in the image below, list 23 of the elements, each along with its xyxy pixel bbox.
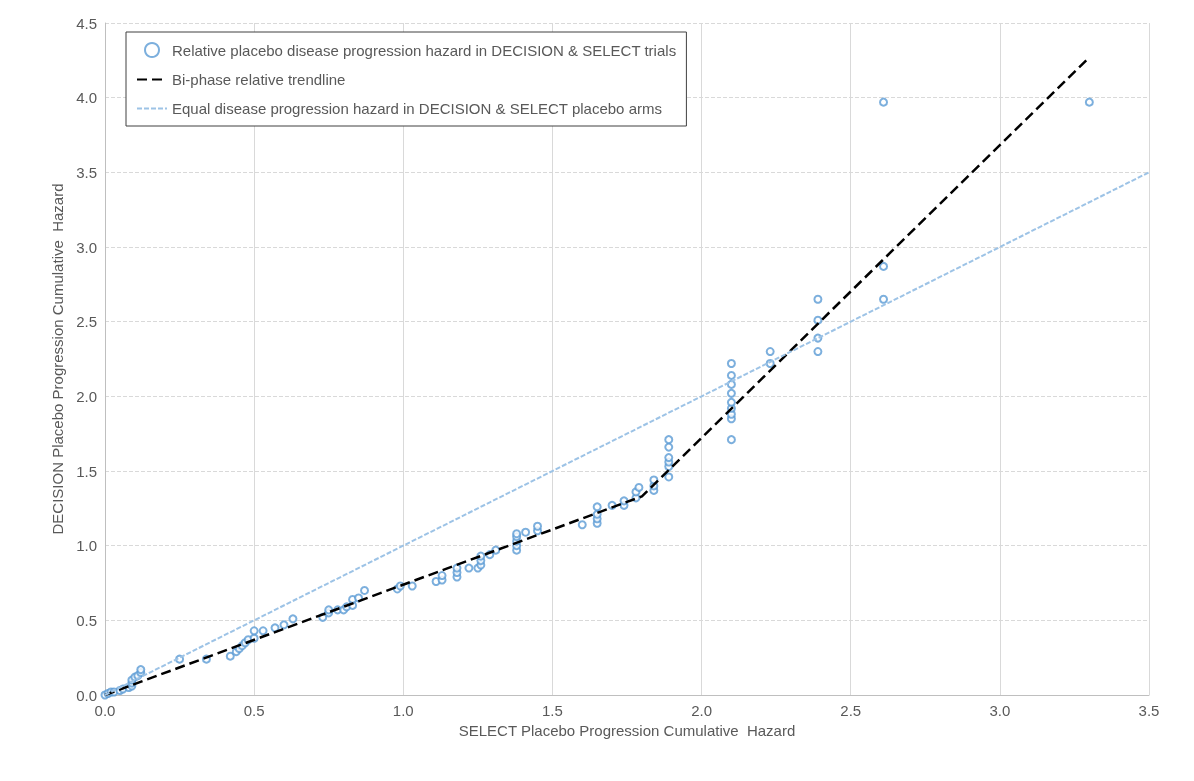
y-tick-label: 2.5 xyxy=(76,313,97,331)
y-tick-label: 2.0 xyxy=(76,387,97,405)
y-tick-label: 3.0 xyxy=(76,238,97,256)
y-tick-label: 0.0 xyxy=(76,686,97,704)
legend-label: Bi-phase relative trendline xyxy=(172,71,346,88)
x-tick-label: 3.0 xyxy=(989,702,1011,719)
x-tick-label: 0.5 xyxy=(243,702,265,719)
y-tick-label: 4.0 xyxy=(76,89,97,107)
legend-label: Equal disease progression hazard in DECISION & SELECT placebo arms xyxy=(172,100,662,117)
y-tick-label: 1.0 xyxy=(76,537,97,555)
x-axis-title: SELECT Placebo Progression Cumulative Hazard xyxy=(458,722,796,739)
y-tick-label: 0.5 xyxy=(76,611,97,629)
x-tick-label: 1.5 xyxy=(542,702,563,719)
legend-label: Relative placebo disease progression hazard in DECISION & SELECT trials xyxy=(172,41,677,59)
y-axis-title: DECISION Placebo Progression Cumulative Hazard xyxy=(49,183,67,535)
x-tick-label: 2.0 xyxy=(691,702,712,719)
x-tick-label: 2.5 xyxy=(840,702,862,719)
x-tick-label: 1.0 xyxy=(392,702,414,719)
y-tick-label: 3.5 xyxy=(76,163,97,181)
y-tick-label: 1.5 xyxy=(76,462,97,480)
y-tick-label: 4.5 xyxy=(76,14,97,32)
x-tick-label: 0.0 xyxy=(94,702,116,719)
x-tick-label: 3.5 xyxy=(1138,702,1160,719)
